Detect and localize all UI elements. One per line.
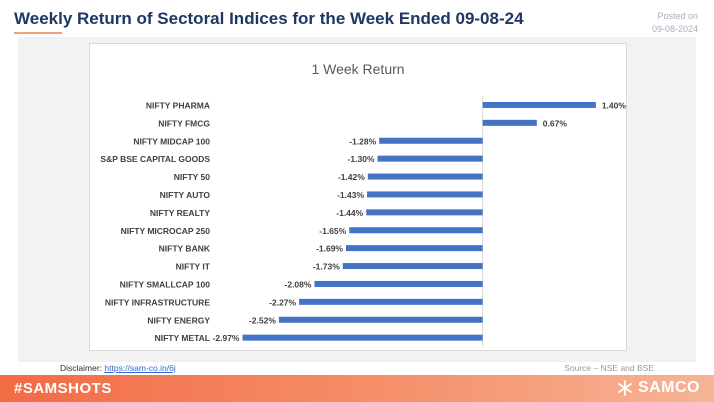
brand: SAMCO: [616, 379, 700, 397]
bar: [482, 101, 596, 108]
bar: [346, 245, 483, 252]
source-note: Source – NSE and BSE: [564, 363, 654, 373]
bar: [379, 137, 483, 144]
bar: [349, 227, 483, 234]
category-label: NIFTY PHARMA: [146, 100, 210, 110]
value-label: -1.42%: [338, 172, 365, 182]
value-label: -2.08%: [285, 279, 312, 289]
bar: [278, 316, 483, 323]
bottom-bar: #SAMSHOTS SAMCO: [0, 375, 714, 402]
value-label: -2.97%: [213, 333, 240, 343]
category-label: NIFTY MIDCAP 100: [133, 136, 210, 146]
value-label: -1.73%: [313, 262, 340, 272]
value-label: -2.52%: [249, 315, 276, 325]
bar: [366, 209, 483, 216]
category-label: NIFTY BANK: [159, 244, 211, 254]
bar: [342, 263, 483, 270]
posted-info: Posted on 09-08-2024: [652, 10, 698, 36]
posted-date: 09-08-2024: [651, 24, 698, 34]
bar: [377, 155, 483, 162]
value-label: 1.40%: [602, 100, 626, 110]
chart-title: 1 Week Return: [311, 61, 404, 77]
value-label: -1.30%: [348, 154, 375, 164]
category-label: NIFTY FMCG: [158, 118, 210, 128]
bar: [482, 119, 537, 126]
category-label: NIFTY ENERGY: [147, 315, 210, 325]
bar: [367, 191, 483, 198]
bar: [299, 298, 483, 305]
value-label: -1.44%: [336, 208, 363, 218]
value-label: 0.67%: [543, 118, 568, 128]
disclaimer: Disclaimer: https://sam-co.in/6j: [60, 363, 176, 373]
bar: [367, 173, 483, 180]
disclaimer-label: Disclaimer:: [60, 363, 103, 373]
posted-label: Posted on: [657, 11, 698, 21]
category-label: S&P BSE CAPITAL GOODS: [100, 154, 210, 164]
category-label: NIFTY SMALLCAP 100: [120, 279, 211, 289]
bar: [314, 280, 483, 287]
brand-name: SAMCO: [637, 379, 700, 396]
samco-logo-icon: [618, 380, 632, 396]
category-label: NIFTY INFRASTRUCTURE: [105, 297, 210, 307]
value-label: -1.65%: [319, 226, 346, 236]
footer-band: [0, 362, 714, 374]
category-label: NIFTY MICROCAP 250: [121, 226, 211, 236]
value-label: -2.27%: [269, 297, 296, 307]
category-label: NIFTY 50: [174, 172, 210, 182]
value-label: -1.43%: [337, 190, 364, 200]
value-label: -1.28%: [349, 136, 376, 146]
category-label: NIFTY AUTO: [160, 190, 211, 200]
bar-chart: 1 Week Return NIFTY PHARMA 1.40% NIFTY FMCG…: [100, 61, 626, 347]
hashtag: #SAMSHOTS: [14, 380, 112, 397]
chart-card: 1 Week Return NIFTY PHARMA 1.40% NIFTY FMCG…: [89, 43, 627, 351]
title-underline: [14, 32, 62, 34]
page-title: Weekly Return of Sectoral Indices for th…: [14, 9, 524, 28]
category-label: NIFTY IT: [176, 262, 211, 272]
category-label: NIFTY METAL: [155, 333, 210, 343]
chart-panel: 1 Week Return NIFTY PHARMA 1.40% NIFTY FMCG…: [18, 37, 696, 362]
disclaimer-link[interactable]: https://sam-co.in/6j: [104, 363, 176, 373]
bar: [242, 334, 483, 341]
category-label: NIFTY REALTY: [150, 208, 210, 218]
value-label: -1.69%: [316, 244, 343, 254]
